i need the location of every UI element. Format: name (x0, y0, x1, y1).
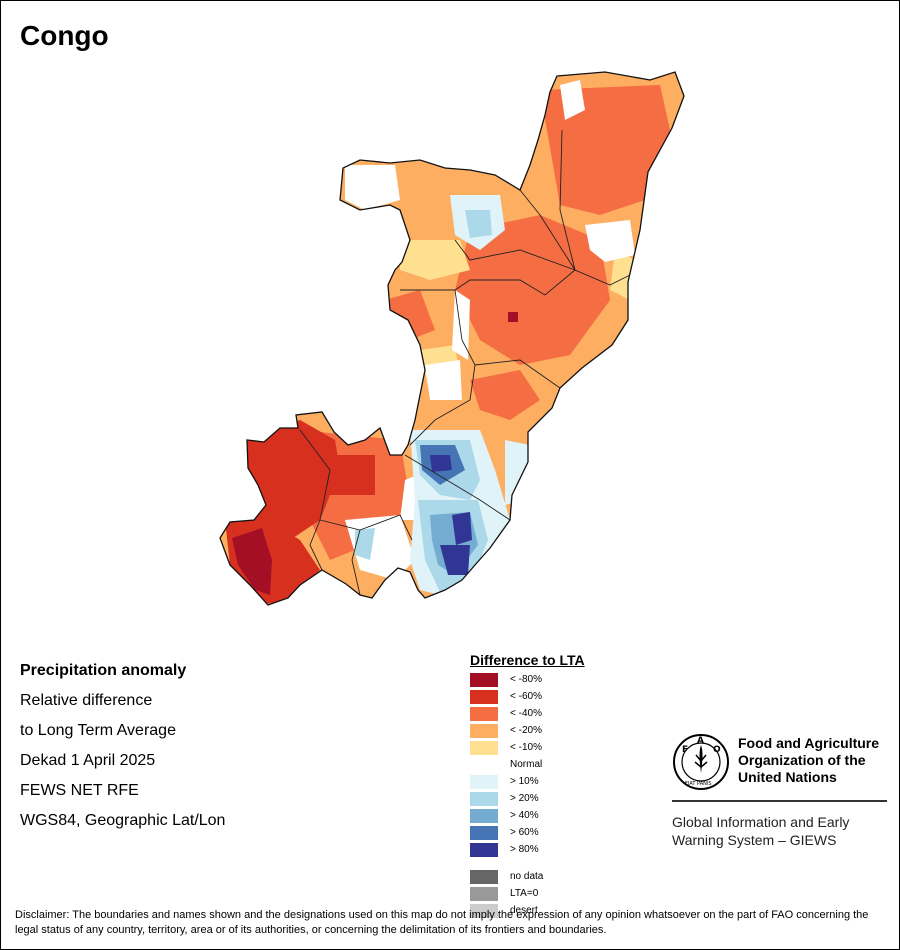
info-line-2: to Long Term Average (20, 722, 176, 739)
svg-text:FIAT PANIS: FIAT PANIS (685, 781, 712, 787)
legend-label: LTA=0 (510, 888, 539, 899)
legend-item-10: > 80% (470, 842, 585, 859)
giews-line-2: Warning System – GIEWS (672, 832, 837, 848)
legend-swatch (470, 741, 498, 755)
legend-extra-item-0: no data (470, 869, 585, 886)
legend-label: Normal (510, 759, 543, 770)
info-line-4: FEWS NET RFE (20, 782, 139, 799)
fao-logo-block: F A O FIAT PANIS Food and Agriculture Or… (672, 733, 887, 848)
info-line-5: WGS84, Geographic Lat/Lon (20, 812, 226, 829)
legend-swatch (470, 870, 498, 884)
legend-item-8: > 40% (470, 808, 585, 825)
legend-item-5: Normal (470, 757, 585, 774)
map-title: Congo (20, 20, 109, 51)
giews-line-1: Global Information and Early (672, 814, 850, 830)
map-info: Precipitation anomaly Relative differenc… (20, 656, 225, 836)
fao-emblem-icon: F A O FIAT PANIS (673, 734, 729, 790)
legend-label: > 40% (510, 810, 539, 821)
giews-name: Global Information and Early Warning Sys… (672, 813, 849, 849)
congo-anomaly-map (219, 71, 685, 606)
svg-text:A: A (697, 736, 704, 746)
info-line-3: Dekad 1 April 2025 (20, 752, 156, 769)
legend-item-1: < -60% (470, 689, 585, 706)
legend-label: < -10% (510, 742, 542, 753)
legend-swatch (470, 843, 498, 857)
legend-label: > 10% (510, 776, 539, 787)
legend-label: > 80% (510, 844, 539, 855)
legend-item-3: < -20% (470, 723, 585, 740)
legend-extra-item-2: desert (470, 903, 585, 920)
info-heading: Precipitation anomaly (20, 662, 187, 679)
legend-swatch (470, 887, 498, 901)
legend-title: Difference to LTA (470, 652, 585, 668)
legend-swatch (470, 690, 498, 704)
legend-item-6: > 10% (470, 774, 585, 791)
legend-label: desert (510, 905, 538, 916)
legend-swatch (470, 904, 498, 918)
fao-name: Food and Agriculture Organization of the… (738, 735, 879, 786)
legend-label: < -20% (510, 725, 542, 736)
legend-swatch (470, 673, 498, 687)
legend-swatch (470, 707, 498, 721)
legend-item-0: < -80% (470, 672, 585, 689)
legend-items: < -80% < -60% < -40% < -20% < -10% Normal > 10… (470, 672, 585, 859)
svg-text:O: O (713, 745, 721, 755)
fao-name-line-3: United Nations (738, 769, 837, 785)
info-line-1: Relative difference (20, 692, 153, 709)
legend-label: no data (510, 871, 544, 882)
legend-label: < -80% (510, 674, 542, 685)
legend-item-4: < -10% (470, 740, 585, 757)
legend-extra-items: no data LTA=0 desert (470, 869, 585, 920)
svg-text:F: F (682, 745, 688, 755)
legend-label: > 20% (510, 793, 539, 804)
legend: Difference to LTA < -80% < -60% < -40% < -2… (470, 652, 585, 920)
legend-swatch (470, 775, 498, 789)
legend-item-9: > 60% (470, 825, 585, 842)
legend-item-7: > 20% (470, 791, 585, 808)
legend-label: < -60% (510, 691, 542, 702)
legend-swatch (470, 826, 498, 840)
legend-swatch (470, 792, 498, 806)
disclaimer: Disclaimer: The boundaries and names sho… (15, 909, 869, 936)
legend-swatch (470, 724, 498, 738)
legend-label: < -40% (510, 708, 542, 719)
legend-item-2: < -40% (470, 706, 585, 723)
fao-name-line-2: Organization of the (738, 752, 866, 768)
legend-extra-item-1: LTA=0 (470, 886, 585, 903)
logo-divider (672, 800, 887, 802)
fao-name-line-1: Food and Agriculture (738, 735, 880, 751)
legend-swatch (470, 809, 498, 823)
legend-label: > 60% (510, 827, 539, 838)
